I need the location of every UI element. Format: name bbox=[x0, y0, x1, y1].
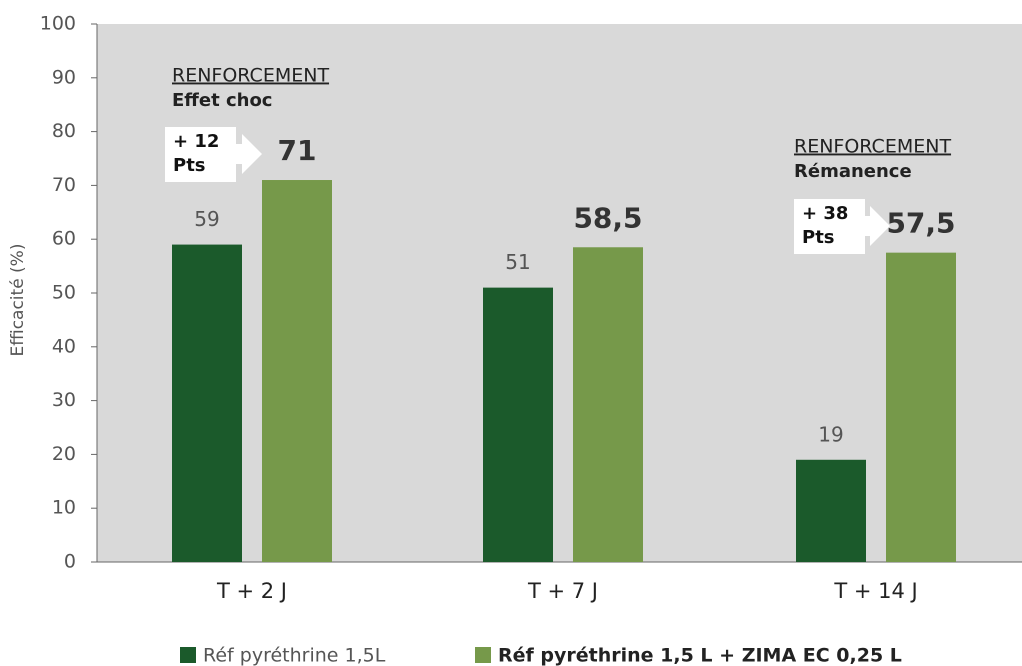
annotation-heading: RENFORCEMENT bbox=[794, 136, 951, 158]
bar bbox=[262, 180, 332, 562]
legend-swatch bbox=[475, 647, 491, 663]
annotation-subheading: Effet choc bbox=[172, 90, 272, 111]
data-label: 57,5 bbox=[886, 207, 955, 240]
annotation-badge-text: Pts bbox=[173, 155, 206, 176]
data-label: 71 bbox=[278, 134, 317, 167]
y-tick-label: 80 bbox=[52, 120, 76, 142]
data-label: 19 bbox=[818, 422, 843, 446]
bar bbox=[172, 245, 242, 562]
annotation-badge-text: + 12 bbox=[173, 131, 219, 152]
data-label: 51 bbox=[505, 250, 530, 274]
bar bbox=[573, 247, 643, 562]
annotation-badge-text: Pts bbox=[802, 227, 835, 248]
x-tick-label: T + 7 J bbox=[527, 579, 598, 603]
y-axis-label: Efficacité (%) bbox=[8, 244, 28, 357]
y-tick-label: 100 bbox=[40, 13, 76, 35]
y-tick-label: 70 bbox=[52, 174, 76, 196]
y-tick-label: 10 bbox=[52, 497, 76, 519]
data-label: 58,5 bbox=[573, 201, 642, 234]
bar bbox=[886, 253, 956, 562]
bar bbox=[796, 460, 866, 562]
annotation-badge-text: + 38 bbox=[802, 203, 848, 224]
x-tick-label: T + 14 J bbox=[833, 579, 917, 603]
y-tick-label: 40 bbox=[52, 335, 76, 357]
data-label: 59 bbox=[194, 207, 219, 231]
y-tick-label: 60 bbox=[52, 228, 76, 250]
legend-swatch bbox=[180, 647, 196, 663]
x-tick-label: T + 2 J bbox=[216, 579, 287, 603]
y-tick-label: 30 bbox=[52, 389, 76, 411]
bar bbox=[483, 288, 553, 562]
y-tick-label: 0 bbox=[64, 551, 76, 573]
y-tick-label: 20 bbox=[52, 443, 76, 465]
legend-label: Réf pyréthrine 1,5 L + ZIMA EC 0,25 L bbox=[498, 645, 902, 666]
y-tick-label: 90 bbox=[52, 66, 76, 88]
legend-label: Réf pyréthrine 1,5L bbox=[203, 645, 386, 666]
annotation-subheading: Rémanence bbox=[794, 161, 912, 182]
y-tick-label: 50 bbox=[52, 282, 76, 304]
annotation-heading: RENFORCEMENT bbox=[172, 65, 329, 87]
chart: Efficacité (%) 0 10 20 30 40 50 60 70 80 90 100 T +… bbox=[0, 0, 1022, 666]
